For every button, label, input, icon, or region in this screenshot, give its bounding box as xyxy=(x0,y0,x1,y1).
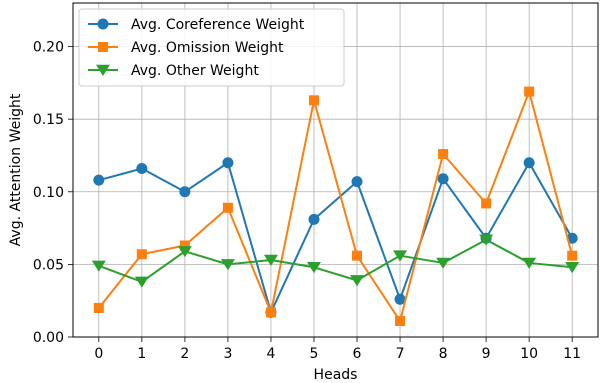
y-tick-label: 0.00 xyxy=(33,330,64,346)
data-point xyxy=(522,257,537,269)
data-point xyxy=(436,257,451,269)
data-point xyxy=(91,260,106,272)
x-tick-label: 0 xyxy=(94,346,103,362)
legend-box xyxy=(78,8,345,87)
data-point xyxy=(437,173,449,185)
legend-label: Avg. Omission Weight xyxy=(131,40,284,56)
data-point xyxy=(350,275,365,287)
x-tick-label: 5 xyxy=(310,346,319,362)
legend-item: Avg. Coreference Weight xyxy=(88,17,305,33)
data-point xyxy=(134,276,149,288)
series-line xyxy=(98,161,574,314)
x-tick-label: 7 xyxy=(396,346,405,362)
series-0 xyxy=(93,157,578,318)
data-point xyxy=(308,95,319,106)
data-point xyxy=(523,157,535,169)
legend-marker xyxy=(96,64,110,76)
data-point xyxy=(565,262,580,274)
legend-marker xyxy=(97,18,109,30)
data-point xyxy=(179,240,190,251)
data-point xyxy=(438,149,449,160)
x-tick-label: 3 xyxy=(223,346,232,362)
x-tick-label: 4 xyxy=(266,346,275,362)
data-point xyxy=(352,250,363,261)
legend-label: Avg. Other Weight xyxy=(131,63,259,79)
y-tick-label: 0.20 xyxy=(33,40,64,56)
data-point xyxy=(93,174,105,186)
data-point xyxy=(179,186,191,198)
y-axis-label: Avg. Attention Weight xyxy=(8,93,24,246)
series-line xyxy=(98,90,574,323)
x-tick-label: 10 xyxy=(520,346,538,362)
data-point xyxy=(265,307,276,318)
data-point xyxy=(220,259,235,271)
data-point xyxy=(351,176,363,188)
data-point xyxy=(136,163,148,175)
data-point xyxy=(567,250,578,261)
series-layer xyxy=(91,86,580,327)
x-tick-label: 8 xyxy=(439,346,448,362)
data-point xyxy=(479,234,494,246)
legend-item: Avg. Other Weight xyxy=(88,63,259,79)
plot-frame xyxy=(72,2,599,338)
series-2 xyxy=(91,234,580,288)
series-1 xyxy=(93,86,578,327)
x-tick-label: 1 xyxy=(137,346,146,362)
x-tick-label: 11 xyxy=(563,346,581,362)
data-point xyxy=(393,250,408,262)
data-point xyxy=(93,302,104,313)
data-point xyxy=(222,157,234,169)
axis-ticks: 0 1 2 3 4 5 6 7 8 9 10 11 0.00 0.05 0.10 0.15 0.20 xyxy=(33,40,581,362)
x-axis-label: Heads xyxy=(314,367,358,383)
data-point xyxy=(394,293,406,305)
data-point xyxy=(566,232,578,244)
data-point xyxy=(263,254,278,266)
x-tick-label: 9 xyxy=(482,346,491,362)
y-tick-label: 0.10 xyxy=(33,185,64,201)
data-point xyxy=(524,86,535,97)
data-point xyxy=(222,202,233,213)
legend: Avg. Coreference Weight Avg. Omission Wei… xyxy=(78,8,345,87)
series-line xyxy=(98,238,573,283)
data-point xyxy=(395,316,406,327)
legend-marker xyxy=(98,42,108,52)
y-tick-label: 0.05 xyxy=(33,257,64,273)
data-point xyxy=(308,213,320,225)
data-point xyxy=(306,262,321,274)
data-point xyxy=(177,246,192,258)
data-point xyxy=(136,249,147,260)
legend-item: Avg. Omission Weight xyxy=(88,40,284,56)
legend-label: Avg. Coreference Weight xyxy=(131,17,305,33)
y-tick-label: 0.15 xyxy=(33,112,64,128)
data-point xyxy=(481,198,492,209)
x-tick-label: 6 xyxy=(353,346,362,362)
x-tick-label: 2 xyxy=(180,346,189,362)
